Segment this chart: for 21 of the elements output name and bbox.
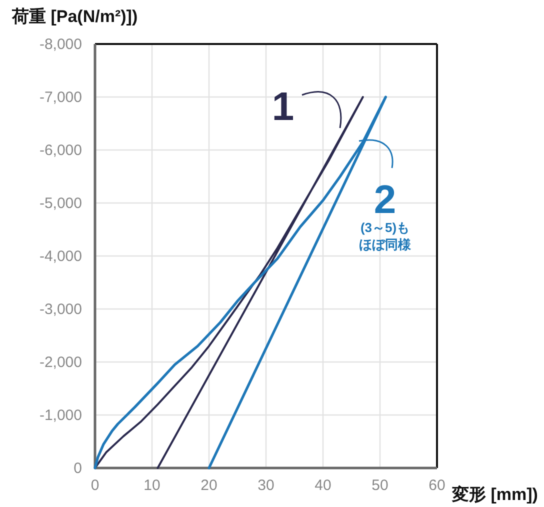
y-tick-label: -3,000 [39,301,82,318]
y-tick-label: 0 [74,460,82,477]
x-axis-title: 変形 [mm]) [451,485,538,504]
series-label: 2 [374,178,396,222]
x-tick-label: 30 [258,477,274,494]
y-tick-label: -5,000 [39,195,82,212]
annotation: (3～5)もほぼ同様 [359,220,412,252]
x-tick-label: 0 [90,477,100,494]
y-tick-label: -2,000 [39,354,82,371]
x-tick-label: 10 [144,477,160,494]
x-tick-label: 60 [428,477,446,494]
y-tick-label: -8,000 [39,36,82,53]
y-axis-title: 荷重 [Pa(N/m²)]) [11,7,138,26]
legend-label: 1 [272,85,294,129]
y-tick-label: -1,000 [39,407,82,424]
y-tick-label: -6,000 [39,142,82,159]
y-tick-label: -7,000 [39,89,82,106]
y-tick-label: -4,000 [39,248,82,265]
x-tick-label: 40 [314,477,332,494]
x-tick-label: 50 [372,477,388,494]
x-tick-label: 20 [200,477,218,494]
